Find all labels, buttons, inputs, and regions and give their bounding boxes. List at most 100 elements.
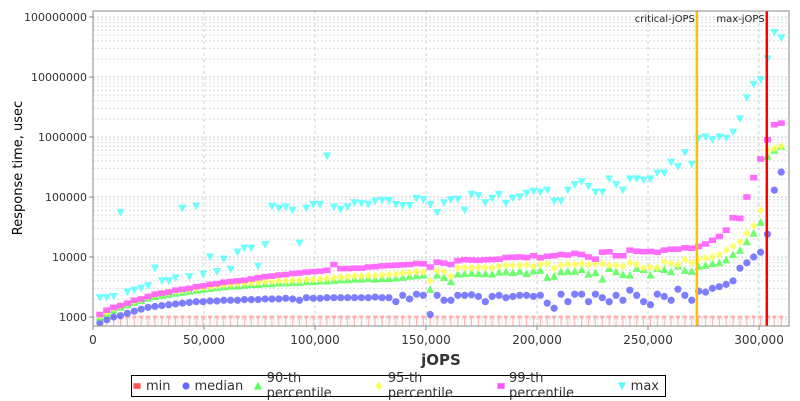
data-point (261, 273, 269, 280)
data-point (344, 265, 352, 272)
data-point (330, 273, 338, 282)
data-point (708, 237, 717, 244)
data-point (357, 199, 366, 208)
data-point (440, 267, 448, 276)
data-point (461, 291, 469, 299)
data-point (502, 261, 510, 270)
data-point (646, 262, 655, 272)
data-point (282, 294, 290, 302)
data-point (777, 168, 785, 176)
data-point (605, 298, 613, 306)
y-tick-label: 1000 (59, 311, 87, 324)
data-point (564, 252, 572, 258)
data-point (653, 290, 661, 298)
y-tick-label: 10000 (52, 251, 87, 264)
min-point (717, 315, 722, 319)
data-point (571, 250, 579, 257)
data-point (639, 298, 648, 306)
data-point (722, 255, 731, 264)
data-point (227, 278, 235, 285)
data-point (708, 259, 717, 268)
data-point (557, 251, 565, 258)
data-point (618, 186, 628, 195)
data-point (213, 280, 221, 287)
legend-item: median (181, 379, 243, 394)
data-point (646, 270, 655, 279)
data-point (536, 266, 545, 274)
data-point (639, 248, 648, 255)
series-min (97, 315, 784, 326)
data-point (233, 278, 242, 284)
data-point (516, 261, 524, 270)
data-point (729, 277, 737, 285)
data-point (316, 274, 324, 284)
data-point (453, 269, 462, 278)
data-point (192, 298, 200, 306)
data-point (605, 175, 614, 184)
data-point (495, 256, 503, 262)
data-point (611, 267, 621, 276)
series-max (95, 28, 786, 302)
data-point (412, 267, 421, 276)
data-point (474, 292, 483, 301)
min-point (187, 315, 192, 319)
min-point (228, 315, 233, 319)
data-point (667, 158, 676, 167)
min-point (125, 315, 130, 319)
min-point (517, 315, 522, 319)
data-point (756, 248, 765, 256)
min-point (565, 315, 570, 319)
data-point (288, 295, 297, 303)
y-axis-ticks: 1000 10000 100000 1000000 10000000 100000000 (24, 11, 93, 324)
data-point (777, 120, 785, 126)
data-point (646, 175, 655, 184)
data-point (556, 197, 566, 206)
data-point (371, 263, 379, 270)
marker-label: critical-jOPS (635, 14, 695, 25)
data-point (454, 291, 462, 299)
data-point (749, 229, 758, 237)
data-point (660, 257, 668, 266)
data-point (240, 244, 249, 253)
data-point (750, 221, 758, 230)
data-point (453, 195, 462, 204)
min-point (256, 315, 261, 319)
min-point (627, 315, 632, 319)
data-point (722, 280, 730, 288)
data-point (529, 292, 538, 301)
min-point (324, 315, 329, 319)
data-point (571, 260, 579, 269)
min-point (214, 315, 219, 319)
data-point (405, 201, 414, 210)
legend-label: 99-th percentile (508, 371, 574, 401)
data-point (516, 254, 524, 260)
min-point (283, 315, 288, 319)
data-point (274, 204, 283, 213)
data-point (440, 260, 448, 266)
data-point (447, 261, 455, 268)
data-point (130, 307, 138, 315)
min-point (269, 315, 274, 319)
data-point (467, 268, 476, 277)
data-point (756, 76, 765, 84)
legend-item: 95-th percentile (374, 371, 485, 401)
x-axis-label: jOPS (420, 351, 461, 369)
data-point (439, 273, 449, 281)
data-point (536, 254, 544, 261)
y-tick-label: 10000000 (31, 71, 87, 84)
data-point (578, 259, 586, 268)
data-point (509, 254, 517, 261)
data-point (571, 290, 579, 298)
min-point (634, 315, 639, 319)
data-point (357, 272, 366, 281)
data-point (688, 258, 696, 267)
y-tick-label: 1000000 (38, 131, 87, 144)
data-point (715, 233, 723, 240)
data-point (171, 287, 180, 293)
data-point (378, 263, 386, 269)
data-point (461, 256, 469, 263)
data-point (591, 259, 600, 268)
data-point (516, 291, 524, 299)
data-point (756, 218, 765, 226)
data-point (708, 136, 717, 144)
